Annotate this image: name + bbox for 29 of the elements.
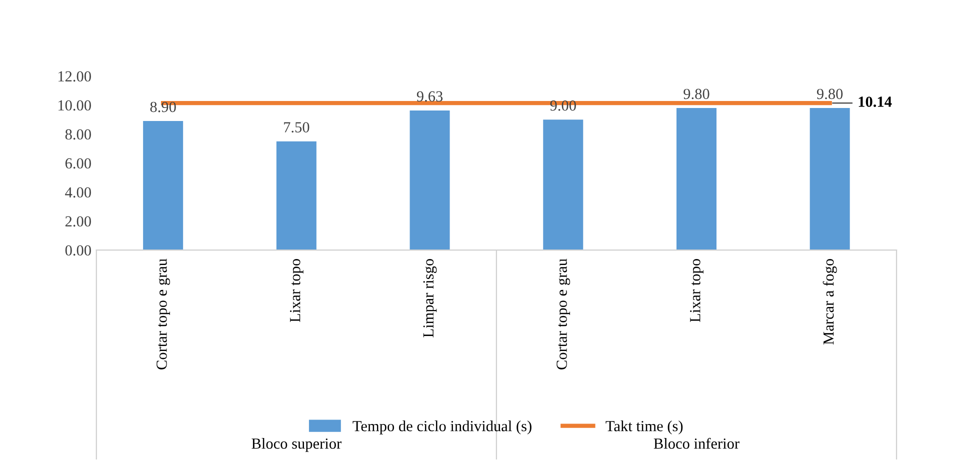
x-tick-label: Lixar topo <box>290 259 304 322</box>
data-label: 10.14 <box>858 96 892 107</box>
data-label: 9.80 <box>816 88 843 100</box>
legend-label: Takt time (s) <box>606 420 683 434</box>
x-tick-label: Limpar risgo <box>423 259 437 338</box>
data-label: 7.50 <box>284 122 310 133</box>
text: Bloco inferior <box>654 438 740 449</box>
data-label: 8.90 <box>150 102 176 112</box>
bar <box>143 121 184 250</box>
y-tick-label: 8.00 <box>65 129 91 140</box>
y-tick-label: 0.00 <box>65 245 91 256</box>
bar <box>276 141 316 250</box>
data-label: 9.63 <box>416 91 443 102</box>
x-tick-label: Cortar topo e grau <box>156 258 170 370</box>
data-label: 9.80 <box>684 88 710 100</box>
y-tick-label: 10.00 <box>58 100 91 111</box>
bar <box>543 120 584 250</box>
bar <box>410 110 450 250</box>
x-tick-label: Marcar a fogo <box>822 259 837 345</box>
legend-label: Tempo de ciclo individual (s) <box>352 420 532 434</box>
bar <box>810 108 850 250</box>
text: Bloco superior <box>252 438 342 452</box>
y-tick-label: 12.00 <box>58 71 91 82</box>
x-tick-label: Cortar topo e grau <box>556 258 570 370</box>
x-tick-label: Lixar topo <box>690 259 704 322</box>
y-tick-label: 2.00 <box>65 216 91 227</box>
y-tick-label: 4.00 <box>65 187 91 198</box>
bar <box>676 108 716 250</box>
y-tick-label: 6.00 <box>65 158 91 169</box>
